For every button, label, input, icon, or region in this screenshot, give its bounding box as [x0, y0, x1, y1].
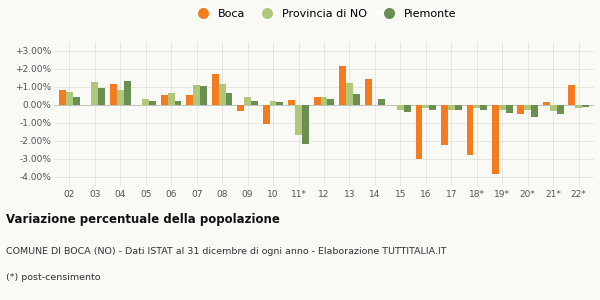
Bar	[91, 82, 98, 105]
Bar	[98, 88, 105, 105]
Bar	[517, 105, 524, 114]
Bar	[244, 97, 251, 105]
Bar	[117, 90, 124, 105]
Bar	[568, 85, 575, 105]
Bar	[346, 82, 353, 105]
Bar	[175, 100, 181, 105]
Bar	[288, 100, 295, 105]
Bar	[149, 100, 156, 105]
Bar	[582, 105, 589, 107]
Bar	[397, 105, 404, 110]
Bar	[430, 105, 436, 110]
Bar	[320, 97, 328, 105]
Legend: Boca, Provincia di NO, Piemonte: Boca, Provincia di NO, Piemonte	[188, 4, 460, 23]
Bar	[473, 105, 480, 108]
Bar	[441, 105, 448, 145]
Bar	[550, 105, 557, 111]
Text: (*) post-censimento: (*) post-censimento	[6, 273, 101, 282]
Bar	[218, 84, 226, 105]
Text: COMUNE DI BOCA (NO) - Dati ISTAT al 31 dicembre di ogni anno - Elaborazione TUTT: COMUNE DI BOCA (NO) - Dati ISTAT al 31 d…	[6, 247, 446, 256]
Bar	[480, 105, 487, 110]
Bar	[73, 97, 80, 105]
Bar	[467, 105, 473, 155]
Bar	[524, 105, 531, 110]
Bar	[295, 105, 302, 135]
Bar	[448, 105, 455, 110]
Bar	[110, 84, 117, 105]
Bar	[422, 105, 430, 108]
Bar	[124, 81, 131, 105]
Bar	[212, 74, 218, 105]
Bar	[492, 105, 499, 174]
Bar	[200, 86, 207, 105]
Bar	[263, 105, 269, 124]
Bar	[161, 95, 168, 105]
Bar	[187, 95, 193, 105]
Bar	[251, 101, 258, 105]
Bar	[416, 105, 422, 159]
Text: Variazione percentuale della popolazione: Variazione percentuale della popolazione	[6, 214, 280, 226]
Bar	[575, 105, 582, 108]
Bar	[193, 85, 200, 105]
Bar	[404, 105, 411, 112]
Bar	[353, 94, 360, 105]
Bar	[302, 105, 309, 144]
Bar	[365, 79, 371, 105]
Bar	[59, 90, 66, 105]
Bar	[226, 93, 232, 105]
Bar	[277, 102, 283, 105]
Bar	[269, 101, 277, 105]
Bar	[314, 97, 320, 105]
Bar	[66, 92, 73, 105]
Bar	[455, 105, 461, 110]
Bar	[328, 99, 334, 105]
Bar	[557, 105, 563, 114]
Bar	[168, 93, 175, 105]
Bar	[379, 99, 385, 105]
Bar	[142, 99, 149, 105]
Bar	[531, 105, 538, 117]
Bar	[237, 105, 244, 111]
Bar	[339, 66, 346, 105]
Bar	[506, 105, 512, 113]
Bar	[499, 105, 506, 110]
Bar	[543, 102, 550, 105]
